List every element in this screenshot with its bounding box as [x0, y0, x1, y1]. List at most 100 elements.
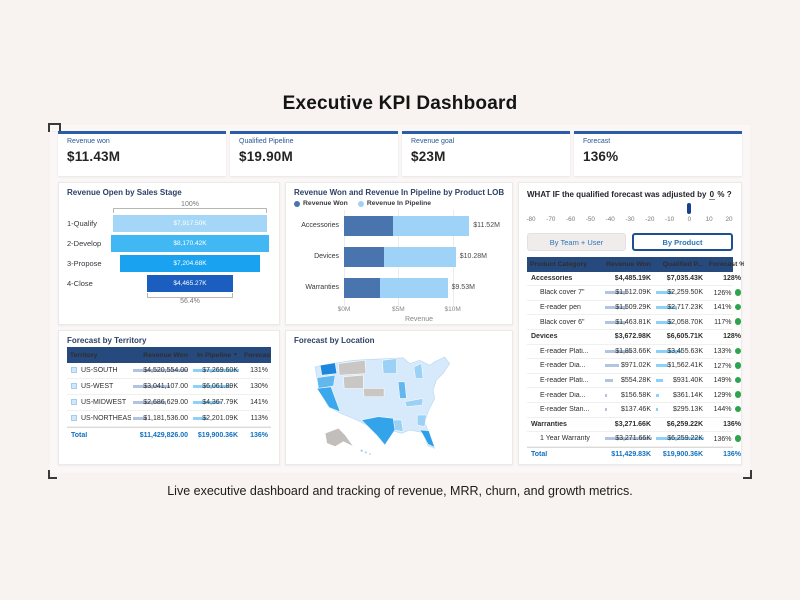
funnel-bar-wrap: $7,917.50K [111, 214, 269, 232]
column-header-in-pipeline[interactable]: In Pipeline ▼ [197, 351, 238, 359]
row-label: E-reader Plati... [540, 377, 589, 385]
cell-value: $4,367.79K [202, 399, 238, 406]
slider-handle[interactable] [687, 203, 692, 214]
state-texas[interactable] [361, 416, 396, 446]
bar-segment-revenue-in-pipeline[interactable] [383, 247, 456, 267]
state-hawaii[interactable] [360, 449, 363, 452]
state-hawaii[interactable] [369, 453, 371, 455]
row-label-cell: E-reader pen [527, 304, 603, 311]
whatif-value-input[interactable]: 0 [708, 190, 716, 200]
column-header-revenue-won[interactable]: Revenue Won [143, 351, 188, 359]
funnel-bar[interactable]: $4,465.27K [146, 274, 234, 292]
row-label: US-NORTHEAST [81, 415, 131, 423]
table-row[interactable]: US-NORTHEAST $1,181,536.00 $2,201.09K 113% [67, 411, 271, 427]
funnel-bar[interactable]: $7,204.68K [120, 254, 260, 272]
forecast-percent: 141% [713, 304, 732, 312]
table-row[interactable]: US-MIDWEST $2,686,629.00 $4,367.79K 141% [67, 395, 271, 411]
cell-value: $931.40K [673, 377, 703, 385]
lob-x-axis-title: Revenue [404, 316, 434, 323]
state-hawaii[interactable] [364, 451, 367, 454]
legend-item[interactable]: Revenue Won [294, 200, 348, 207]
button-by-product[interactable]: By Product [632, 233, 733, 251]
table-row[interactable]: E-reader Dia... $156.58K $361.14K 129% [527, 388, 741, 403]
expand-toggle-icon[interactable] [71, 366, 77, 373]
canvas-corner-handle[interactable] [743, 470, 752, 479]
table-row[interactable]: Black cover 6" $1,463.81K $2,058.70K 117% [527, 315, 741, 330]
data-bar [656, 437, 704, 441]
state-oregon[interactable] [316, 374, 336, 389]
value-cell: $156.58K [603, 392, 654, 399]
slider-tick-label: -80 [526, 216, 536, 223]
bar-segment-revenue-won[interactable] [344, 278, 380, 298]
funnel-bar[interactable]: $8,170.42K [111, 234, 269, 252]
bar-segment-revenue-won[interactable] [344, 247, 384, 267]
table-row[interactable]: E-reader Plati... $1,853.66K $3,455.63K 133… [527, 345, 741, 360]
slider-tick-label: -40 [605, 216, 615, 223]
forecast-percent-cell: 127% [706, 362, 744, 370]
state-georgia[interactable] [417, 414, 427, 427]
table-row[interactable]: Warranties $3,271.66K $6,259.22K 136% [527, 418, 741, 433]
table-row[interactable]: E-reader pen $1,509.29K $2,717.23K 141% [527, 301, 741, 316]
state-minnesota[interactable] [382, 358, 397, 374]
bar-segment-revenue-in-pipeline[interactable] [379, 278, 448, 298]
canvas-corner-handle[interactable] [52, 123, 61, 132]
table-row[interactable]: E-reader Stan... $137.46K $295.13K 144% [527, 403, 741, 418]
forecast-percent-cell: 136% [706, 421, 744, 428]
funnel-bar-wrap: $7,204.68K [111, 254, 269, 272]
value-cell: $1,853.66K [603, 348, 654, 355]
row-label-cell: E-reader Stan... [527, 406, 603, 413]
bar-segment-revenue-won[interactable] [344, 216, 393, 236]
state-california[interactable] [316, 386, 341, 413]
bar-segment-revenue-in-pipeline[interactable] [392, 216, 470, 236]
table-row[interactable]: US-WEST $3,041,107.00 $6,061.89K 130% [67, 379, 271, 395]
state-montana[interactable] [338, 359, 367, 376]
forecast-percent: 127% [713, 362, 732, 370]
state-florida[interactable] [419, 429, 436, 448]
column-header-product-category[interactable]: Product Category [530, 260, 588, 268]
canvas-corner-handle[interactable] [48, 470, 57, 479]
forecast-percent: 136% [250, 432, 268, 439]
table-row[interactable]: 1 Year Warranty $3,271.66K $6,259.22K 136% [527, 432, 741, 447]
panel-whatif-product: WHAT IF the qualified forecast was adjus… [518, 182, 744, 465]
table-row[interactable]: E-reader Dia... $971.02K $1,562.41K 127% [527, 359, 741, 374]
row-label-cell: Accessories [527, 275, 603, 282]
column-header-forecast-%[interactable]: Forecast % [244, 351, 271, 359]
data-bar [605, 320, 626, 324]
table-row[interactable]: Accessories $4,485.19K $7,035.43K 128% [527, 272, 741, 287]
legend-dot [357, 200, 364, 207]
whatif-slider[interactable]: -80 -70 -60 -50 -40 -30 -20 -10 0 10 20 [526, 203, 733, 229]
column-header-territory[interactable]: Territory [70, 351, 98, 359]
state-tennessee[interactable] [404, 398, 424, 408]
x-axis-tick-label: $5M [392, 306, 405, 313]
cell-value: $1,509.29K [615, 304, 651, 312]
forecast-percent-cell: 141% [706, 303, 744, 312]
column-header-qualified-p-[interactable]: Qualified P... [662, 260, 703, 268]
funnel-row: 1-Qualify $7,917.50K [67, 213, 269, 233]
expand-toggle-icon[interactable] [71, 414, 77, 421]
value-cell: $1,562.41K [654, 362, 706, 369]
state-wyoming[interactable] [343, 374, 364, 389]
table-row[interactable]: Devices $3,672.98K $6,605.71K 128% [527, 330, 741, 345]
page-title: Executive KPI Dashboard [282, 93, 518, 114]
table-row[interactable]: US-SOUTH $4,520,554.00 $7,269.60K 131% [67, 363, 271, 379]
state-alaska[interactable] [324, 428, 354, 447]
expand-toggle-icon[interactable] [71, 382, 77, 389]
table-row[interactable]: E-reader Plati... $554.28K $931.40K 149% [527, 374, 741, 389]
expand-toggle-icon[interactable] [71, 398, 77, 405]
value-cell: $7,035.43K [654, 275, 706, 282]
legend-item[interactable]: Revenue In Pipeline [357, 200, 431, 207]
table-row[interactable]: Black cover 7" $1,512.09K $2,259.50K 126% [527, 286, 741, 301]
state-illinois[interactable] [397, 381, 407, 399]
button-by-team-user[interactable]: By Team + User [527, 233, 626, 251]
row-label-cell: US-SOUTH [67, 366, 131, 374]
kpi-card-value: $19.90M [239, 149, 293, 164]
value-cell: $137.46K [603, 406, 654, 413]
status-green-icon [734, 289, 741, 296]
column-header-forecast-%[interactable]: Forecast % [709, 260, 744, 268]
funnel-bar[interactable]: $7,917.50K [113, 214, 267, 232]
column-header-revenue-won[interactable]: Revenue Won▼ [603, 257, 654, 272]
state-michigan[interactable] [413, 363, 424, 379]
status-green-icon [734, 318, 741, 325]
state-nebraska[interactable] [363, 388, 385, 398]
state-washington[interactable] [319, 362, 338, 376]
